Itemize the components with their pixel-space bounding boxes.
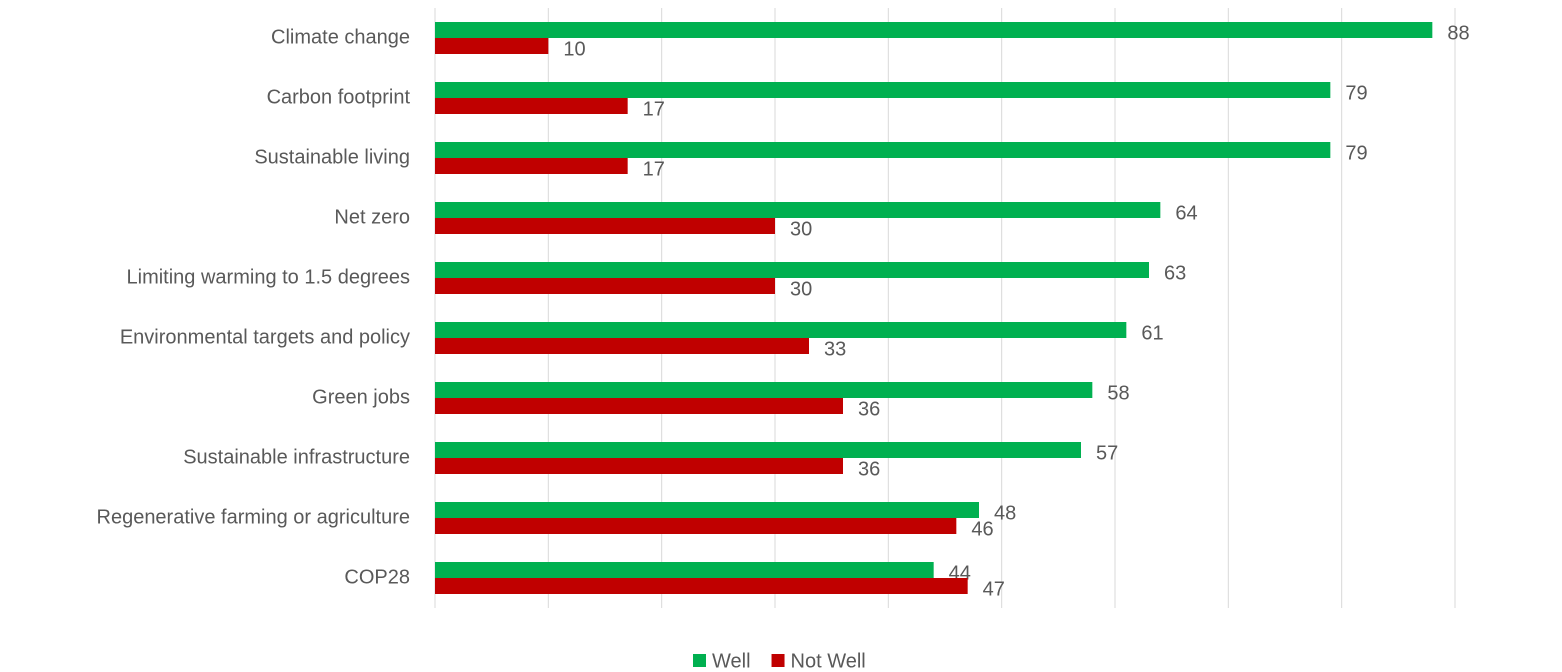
bar	[435, 442, 1081, 458]
data-label: 64	[1175, 202, 1197, 224]
data-label: 33	[824, 338, 846, 360]
y-tick-label: Sustainable living	[254, 146, 410, 168]
legend-swatch	[693, 654, 706, 667]
bar	[435, 98, 628, 114]
y-tick-label: Environmental targets and policy	[120, 326, 410, 348]
y-tick-label: Limiting warming to 1.5 degrees	[127, 266, 410, 288]
data-label: 48	[994, 502, 1016, 524]
y-tick-label: Carbon footprint	[267, 86, 411, 108]
data-label: 79	[1345, 142, 1367, 164]
bar	[435, 562, 934, 578]
data-label: 63	[1164, 262, 1186, 284]
legend-label: Well	[712, 650, 751, 672]
bar	[435, 38, 549, 54]
bar	[435, 338, 809, 354]
bar	[435, 158, 628, 174]
data-label: 36	[858, 398, 880, 420]
bar	[435, 458, 843, 474]
y-tick-label: Net zero	[334, 206, 410, 228]
data-label: 61	[1141, 322, 1163, 344]
data-label: 17	[643, 158, 665, 180]
y-tick-label: Sustainable infrastructure	[183, 446, 410, 468]
y-tick-label: Green jobs	[312, 386, 410, 408]
y-tick-label: Regenerative farming or agriculture	[97, 506, 411, 528]
bar	[435, 322, 1127, 338]
bar	[435, 218, 775, 234]
bar	[435, 142, 1331, 158]
y-tick-label: COP28	[344, 566, 410, 588]
data-label: 17	[643, 98, 665, 120]
data-label: 30	[790, 278, 812, 300]
data-label: 47	[983, 578, 1005, 600]
data-label: 10	[563, 38, 585, 60]
bar	[435, 398, 843, 414]
bar	[435, 278, 775, 294]
data-label: 46	[971, 518, 993, 540]
y-tick-label: Climate change	[271, 26, 410, 48]
data-label: 79	[1345, 82, 1367, 104]
bar	[435, 518, 957, 534]
bar	[435, 382, 1093, 398]
data-label: 88	[1447, 22, 1469, 44]
data-label: 57	[1096, 442, 1118, 464]
data-label: 36	[858, 458, 880, 480]
data-label: 30	[790, 218, 812, 240]
data-label: 58	[1107, 382, 1129, 404]
bar	[435, 262, 1149, 278]
bar	[435, 578, 968, 594]
legend-swatch	[771, 654, 785, 667]
legend-label: Not Well	[791, 650, 866, 672]
bar	[435, 22, 1433, 38]
bar	[435, 82, 1331, 98]
bar	[435, 502, 979, 518]
bar	[435, 202, 1161, 218]
